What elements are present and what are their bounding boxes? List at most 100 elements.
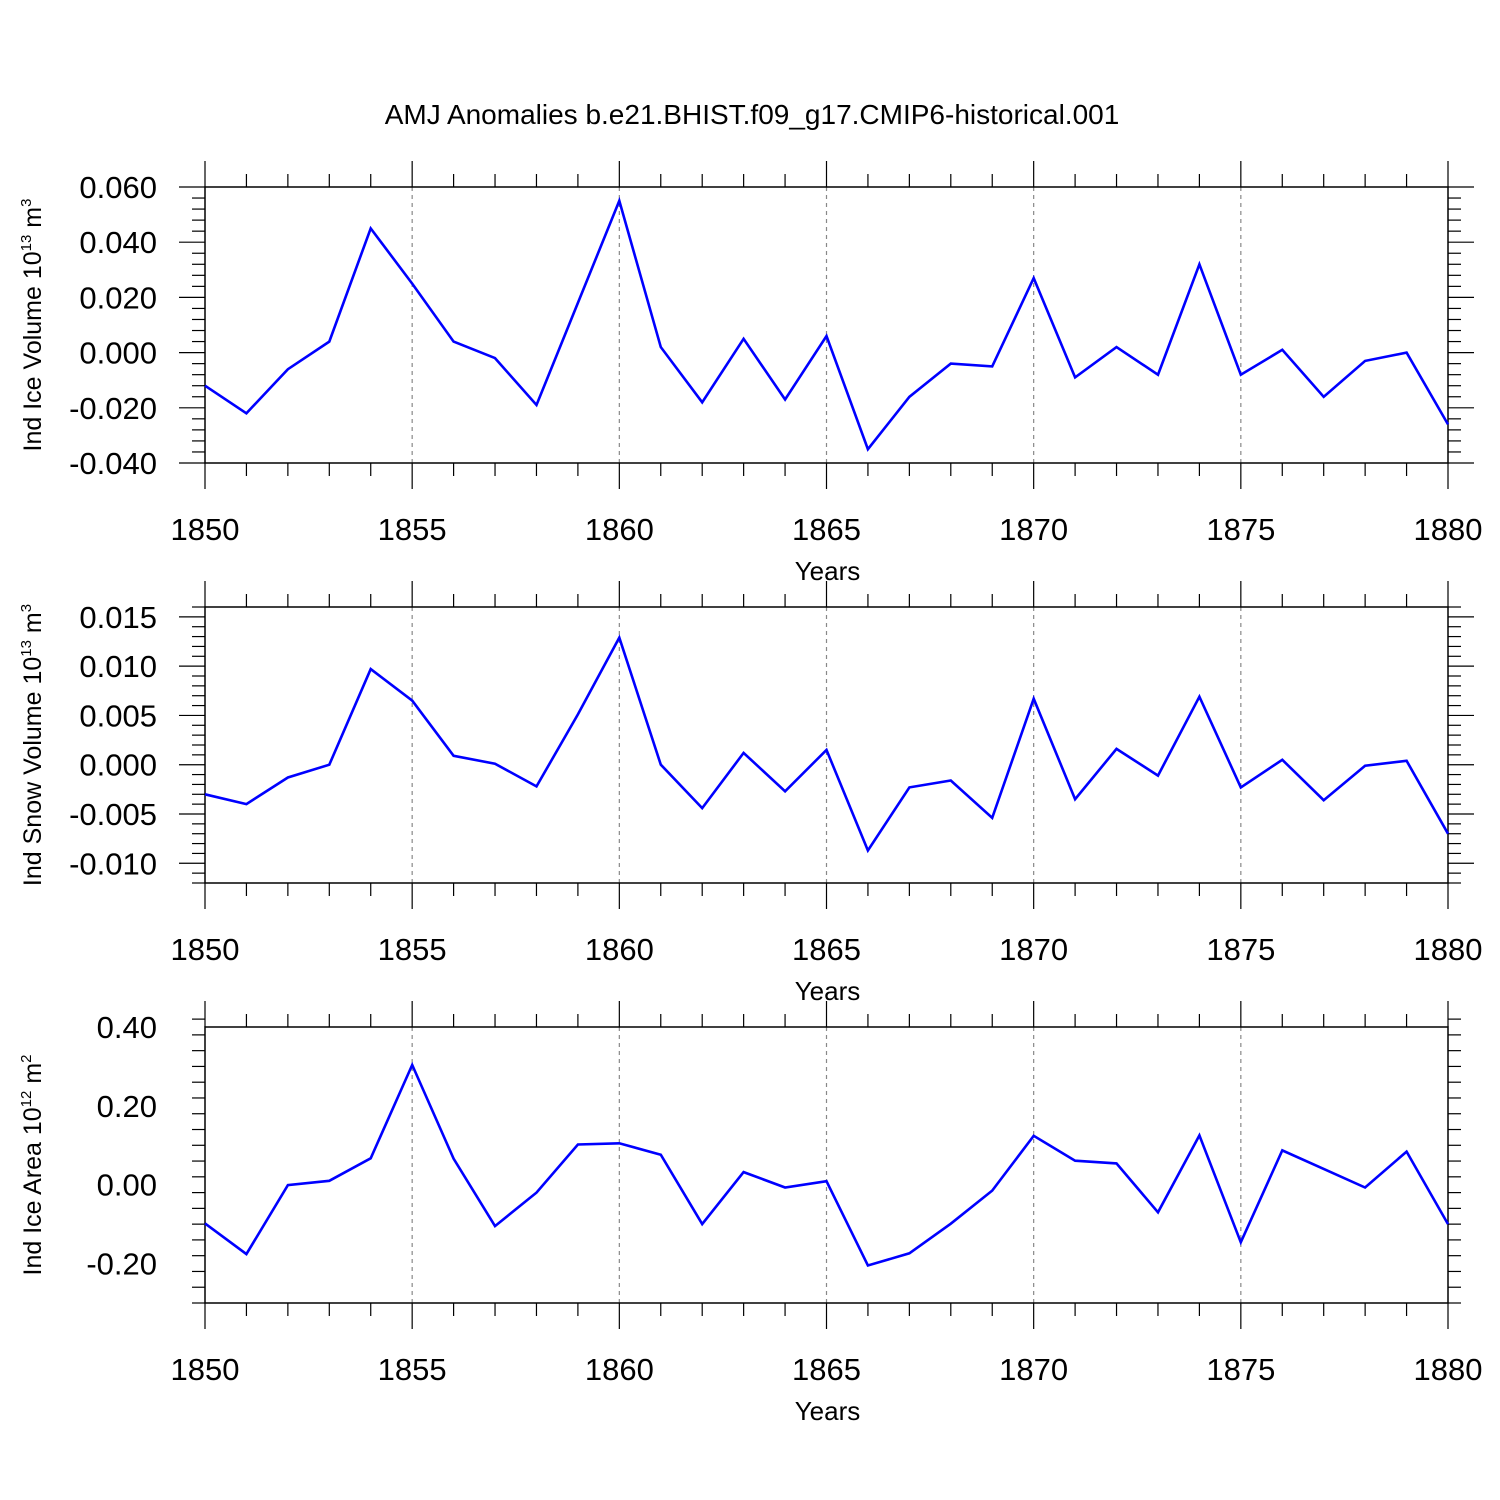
x-tick-label: 1860 (585, 512, 654, 547)
data-point (659, 1153, 663, 1157)
x-tick-label: 1870 (999, 512, 1068, 547)
x-tick-label: 1850 (171, 932, 240, 967)
data-point (1239, 1240, 1243, 1244)
data-point (1280, 758, 1284, 762)
y-tick-label: 0.040 (79, 225, 157, 260)
data-point (576, 712, 580, 716)
data-point (1239, 785, 1243, 789)
y-tick-label: 0.020 (79, 280, 157, 315)
data-point (327, 340, 331, 344)
data-point (700, 1222, 704, 1226)
data-point (410, 699, 414, 703)
data-point (493, 762, 497, 766)
series-line (204, 196, 1450, 452)
data-point (410, 1063, 414, 1067)
x-tick-label: 1855 (378, 1352, 447, 1387)
data-point (949, 362, 953, 366)
panel-2: -0.010 -0.005 0.000 0.005 0.010 0.015 1850 1855… (18, 581, 1482, 1006)
data-point (1115, 1161, 1119, 1165)
x-tick-label: 1875 (1206, 1352, 1275, 1387)
y-tick-label: 0.00 (97, 1168, 157, 1203)
data-point (907, 1251, 911, 1255)
data-point (1032, 276, 1036, 280)
y-tick-label: 0.000 (79, 748, 157, 783)
y-axis-title: Ind Ice Volume 1013 m3 (18, 199, 47, 452)
x-tick-label: 1850 (171, 512, 240, 547)
x-tick-label: 1880 (1414, 1352, 1483, 1387)
x-tick-label: 1865 (792, 932, 861, 967)
data-point (866, 848, 870, 852)
data-point (369, 1156, 373, 1160)
data-point (990, 364, 994, 368)
x-axis-title: Years (795, 556, 861, 586)
data-point (1446, 832, 1450, 836)
data-point (410, 282, 414, 286)
data-point (1197, 262, 1201, 266)
data-point (244, 1252, 248, 1256)
data-point (1446, 1222, 1450, 1226)
data-point (949, 778, 953, 782)
data-point (783, 1185, 787, 1189)
x-tick-label: 1855 (378, 512, 447, 547)
panel-1: -0.040 -0.020 0.000 0.020 0.040 0.060 1850 1855… (18, 161, 1482, 586)
data-point (949, 1222, 953, 1226)
data-point (742, 337, 746, 341)
y-tick-label: -0.005 (69, 797, 157, 832)
data-point (990, 816, 994, 820)
data-point (1405, 351, 1409, 355)
data-point (866, 447, 870, 451)
x-tick-label: 1875 (1206, 512, 1275, 547)
series-line (204, 634, 1450, 854)
data-point (1405, 759, 1409, 763)
data-point (493, 1224, 497, 1228)
data-point (1197, 695, 1201, 699)
data-point (286, 367, 290, 371)
y-tick-label: -0.040 (69, 446, 157, 481)
data-point (825, 1179, 829, 1183)
data-point (659, 763, 663, 767)
x-tick-label: 1870 (999, 1352, 1068, 1387)
x-tick-label: 1855 (378, 932, 447, 967)
data-point (1405, 1150, 1409, 1154)
data-point (617, 199, 621, 203)
data-point (617, 1141, 621, 1145)
data-point (576, 1142, 580, 1146)
figure-title: AMJ Anomalies b.e21.BHIST.f09_g17.CMIP6-… (385, 99, 1120, 130)
x-tick-label: 1875 (1206, 932, 1275, 967)
data-point (1239, 373, 1243, 377)
data-point (700, 400, 704, 404)
x-tick-label: 1865 (792, 512, 861, 547)
data-point (1363, 1185, 1367, 1189)
data-point (990, 1189, 994, 1193)
data-point (1322, 395, 1326, 399)
data-point (1280, 348, 1284, 352)
data-point (1073, 375, 1077, 379)
data-point (327, 763, 331, 767)
y-tick-label: 0.015 (79, 600, 157, 635)
data-point (493, 356, 497, 360)
data-point (1073, 797, 1077, 801)
data-point (576, 301, 580, 305)
data-point (286, 1183, 290, 1187)
data-point (369, 226, 373, 230)
y-tick-label: 0.010 (79, 649, 157, 684)
data-point (327, 1179, 331, 1183)
data-point (534, 784, 538, 788)
x-tick-label: 1870 (999, 932, 1068, 967)
panel-3: -0.20 0.00 0.20 0.40 1850 1855 1860 1865 1870 187… (18, 1001, 1482, 1426)
y-tick-label: 0.40 (97, 1010, 157, 1045)
y-tick-label: 0.005 (79, 698, 157, 733)
data-point (617, 636, 621, 640)
data-point (866, 1264, 870, 1268)
data-point (1280, 1148, 1284, 1152)
data-point (534, 1191, 538, 1195)
data-point (742, 751, 746, 755)
y-tick-label: 0.000 (79, 336, 157, 371)
data-point (534, 403, 538, 407)
data-point (1115, 747, 1119, 751)
y-tick-label: -0.020 (69, 391, 157, 426)
y-tick-label: 0.060 (79, 170, 157, 205)
data-point (1032, 1134, 1036, 1138)
